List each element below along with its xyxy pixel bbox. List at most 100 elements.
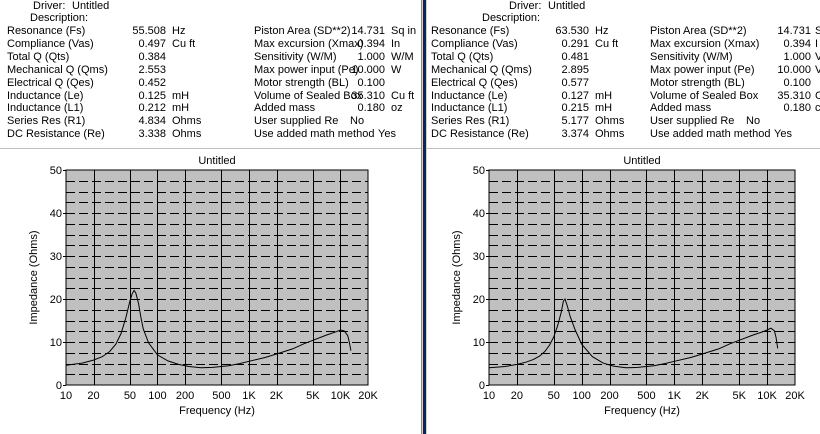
- param-label: Motor strength (BL): [254, 77, 349, 89]
- param-label: Max power input (Pe): [650, 64, 755, 76]
- param-label: Piston Area (SD**2): [650, 25, 747, 37]
- param-unit: mH: [595, 90, 613, 102]
- param-label: Max excursion (Xmax): [254, 38, 364, 50]
- x-tick-label: 20K: [785, 390, 805, 402]
- param-unit: Hz: [595, 25, 609, 37]
- pane-divider[interactable]: [421, 0, 428, 434]
- x-tick-label: 5K: [732, 390, 746, 402]
- param-value: 0.384: [138, 51, 166, 63]
- description-label: Description:: [482, 12, 541, 24]
- param-value: 10.000: [777, 64, 811, 76]
- param-value: 0.215: [561, 102, 589, 114]
- plot-area: [488, 169, 796, 386]
- param-value: 0.481: [561, 51, 589, 63]
- param-label: Electrical Q (Qes): [431, 77, 518, 89]
- y-tick-label: 10: [50, 337, 62, 349]
- param-label: Sensitivity (W/M): [254, 51, 337, 63]
- x-tick-label: 1K: [242, 390, 256, 402]
- param-value: Yes: [378, 128, 396, 140]
- param-value: 3.374: [561, 128, 589, 140]
- param-unit: mH: [172, 90, 190, 102]
- param-unit: Ohms: [595, 115, 625, 127]
- param-label: Use added math method: [254, 128, 375, 140]
- x-tick-label: 20: [511, 390, 523, 402]
- param-label: User supplied Re: [650, 115, 735, 127]
- param-value: 35.310: [351, 90, 385, 102]
- param-unit: Ohms: [595, 128, 625, 140]
- param-value: No: [746, 115, 761, 127]
- param-label: Mechanical Q (Qms): [431, 64, 532, 76]
- y-tick-label: 50: [473, 165, 485, 177]
- x-axis-label: Frequency (Hz): [604, 405, 680, 417]
- param-unit: S: [815, 25, 820, 37]
- param-value: 63.530: [555, 25, 589, 37]
- param-label: DC Resistance (Re): [431, 128, 529, 140]
- param-value: 55.508: [132, 25, 166, 37]
- param-value: 1.000: [783, 51, 811, 63]
- x-tick-label: 500: [637, 390, 655, 402]
- param-unit: mH: [172, 102, 190, 114]
- param-value: 0.180: [357, 102, 385, 114]
- y-tick-label: 20: [473, 294, 485, 306]
- x-tick-label: 50: [124, 390, 136, 402]
- param-label: Inductance (L1): [7, 102, 84, 114]
- param-value: 0.212: [138, 102, 166, 114]
- x-tick-label: 20: [87, 390, 99, 402]
- pane-right: Driver: Untitled Description: Resonance …: [427, 0, 820, 434]
- param-value: 2.895: [561, 64, 589, 76]
- param-value: 0.127: [561, 90, 589, 102]
- x-tick-label: 10K: [331, 390, 351, 402]
- param-label: Added mass: [254, 102, 316, 114]
- x-tick-label: 1K: [668, 390, 682, 402]
- param-unit: Cu ft: [595, 38, 619, 50]
- impedance-curve: [65, 289, 352, 369]
- param-value: 10.000: [351, 64, 385, 76]
- driver-value: Untitled: [72, 0, 110, 12]
- param-unit: Ohms: [172, 128, 202, 140]
- y-tick-label: 30: [473, 251, 485, 263]
- param-value: 0.100: [357, 77, 385, 89]
- description-label: Description:: [30, 12, 89, 24]
- param-label: Compliance (Vas): [431, 38, 518, 50]
- param-label: Piston Area (SD**2): [254, 25, 351, 37]
- param-label: DC Resistance (Re): [7, 128, 105, 140]
- param-value: 14.731: [777, 25, 811, 37]
- param-label: Total Q (Qts): [431, 51, 494, 63]
- param-label: Motor strength (BL): [650, 77, 745, 89]
- x-tick-label: 100: [148, 390, 166, 402]
- param-label: Inductance (L1): [431, 102, 508, 114]
- plot-area: [65, 169, 369, 386]
- y-tick-label: 20: [50, 294, 62, 306]
- param-label: Compliance (Vas): [7, 38, 94, 50]
- param-value: 0.100: [783, 77, 811, 89]
- param-value: 14.731: [351, 25, 385, 37]
- param-label: Use added math method: [650, 128, 771, 140]
- y-tick-label: 40: [50, 208, 62, 220]
- param-label: Resonance (Fs): [431, 25, 510, 37]
- param-unit: c: [815, 102, 820, 114]
- param-unit: In: [391, 38, 401, 50]
- param-label: Max excursion (Xmax): [650, 38, 760, 50]
- param-label: Inductance (Le): [431, 90, 508, 102]
- driver-value: Untitled: [548, 0, 586, 12]
- param-value: 0.577: [561, 77, 589, 89]
- y-axis-label: Impedance (Ohms): [28, 230, 40, 324]
- param-unit: I: [815, 38, 819, 50]
- x-axis-label: Frequency (Hz): [179, 405, 255, 417]
- section-separator: [427, 148, 820, 149]
- param-label: Resonance (Fs): [7, 25, 86, 37]
- impedance-curve: [488, 297, 779, 369]
- param-value: 0.497: [138, 38, 166, 50]
- param-value: 3.338: [138, 128, 166, 140]
- param-label: Total Q (Qts): [7, 51, 70, 63]
- param-label: Mechanical Q (Qms): [7, 64, 108, 76]
- param-label: Volume of Sealed Box: [650, 90, 759, 102]
- param-unit: W: [391, 64, 402, 76]
- param-value: Yes: [774, 128, 792, 140]
- param-unit: Ohms: [172, 115, 202, 127]
- param-value: 2.553: [138, 64, 166, 76]
- param-label: Electrical Q (Qes): [7, 77, 94, 89]
- x-tick-label: 10: [60, 390, 72, 402]
- param-value: 0.125: [138, 90, 166, 102]
